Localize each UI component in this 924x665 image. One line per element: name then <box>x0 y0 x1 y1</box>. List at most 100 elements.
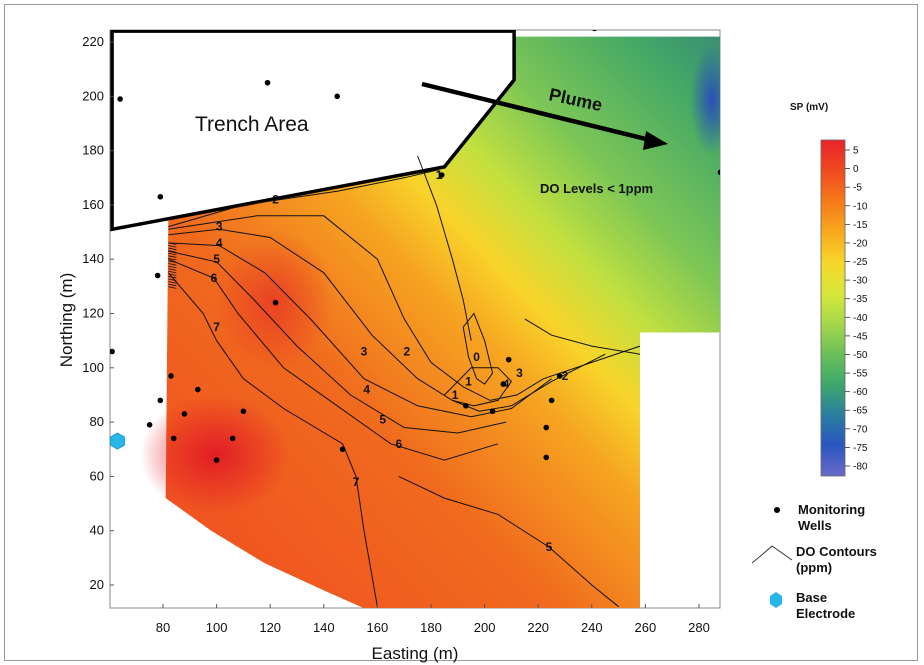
y-tick-label: 180 <box>82 143 104 158</box>
y-tick-label: 60 <box>90 468 104 483</box>
low-sp-blue-zone <box>690 45 720 155</box>
colorbar-tick-label: -70 <box>853 424 868 435</box>
monitoring-well <box>592 30 597 32</box>
monitoring-well <box>543 454 550 461</box>
colorbar-tick-label: -10 <box>853 201 868 212</box>
colorbar-title: SP (mV) <box>790 102 828 113</box>
contour-hatch <box>168 247 177 251</box>
x-tick-label: 260 <box>635 620 657 635</box>
contour-label: 7 <box>213 320 220 334</box>
colorbar-tick-label: 5 <box>853 146 859 157</box>
colorbar-tick-label: -35 <box>853 294 868 305</box>
do-contours <box>168 155 641 608</box>
y-tick-label: 140 <box>82 251 104 266</box>
y-tick-label: 120 <box>82 306 104 321</box>
monitoring-well <box>170 435 177 442</box>
monitoring-well <box>556 373 563 379</box>
x-tick-label: 160 <box>367 620 389 635</box>
monitoring-well <box>548 397 555 404</box>
contour-hatch <box>168 273 177 276</box>
sp-field-surface <box>165 36 720 608</box>
contour-label: 5 <box>546 540 553 554</box>
colorbar-tick-label: -45 <box>853 331 868 342</box>
contour-line <box>168 228 606 412</box>
contour-hatch <box>168 281 177 284</box>
monitoring-wells <box>110 30 720 463</box>
x-tick-label: 140 <box>313 620 335 635</box>
legend-wells-line1: Monitoring <box>798 502 865 517</box>
plume-arrow <box>421 81 668 150</box>
colorbar-tick-label: -25 <box>853 257 868 268</box>
colorbar-tick-label: -75 <box>853 443 868 454</box>
y-tick-label: 200 <box>82 88 104 103</box>
contour-label: 3 <box>516 366 523 380</box>
monitoring-well <box>146 422 153 428</box>
monitoring-well <box>154 272 161 279</box>
x-axis-label: Easting (m) <box>372 644 459 663</box>
y-tick-label: 40 <box>90 523 104 538</box>
monitoring-well <box>168 373 174 379</box>
monitoring-well <box>438 172 445 178</box>
trench-area-label: Trench Area <box>195 113 309 136</box>
colorbar-tick-label: -15 <box>853 220 868 231</box>
legend-contours-line1: DO Contours <box>796 544 877 559</box>
contour-line <box>168 169 440 228</box>
contour-line <box>462 312 494 385</box>
contour-line <box>168 272 378 607</box>
x-tick-label: 280 <box>688 620 710 635</box>
contour-hatch <box>168 276 177 279</box>
contour-label: 0 <box>473 350 480 364</box>
monitoring-well <box>213 457 220 463</box>
contour-line <box>417 155 472 341</box>
y-tick-label: 100 <box>82 360 104 375</box>
contour-label: 2 <box>272 192 279 206</box>
x-tick-label: 240 <box>581 620 603 635</box>
contour-hatch <box>168 270 177 274</box>
contour-line <box>168 215 641 401</box>
monitoring-well <box>195 386 201 393</box>
contour-label: 3 <box>361 345 368 359</box>
do-levels-label: DO Levels < 1ppm <box>540 181 653 196</box>
contour-hatch <box>168 263 177 266</box>
contour-line <box>524 318 641 355</box>
contour-label: 5 <box>379 412 386 426</box>
monitoring-well <box>334 93 341 100</box>
contour-hatch <box>168 278 177 282</box>
monitoring-well <box>463 403 469 409</box>
contour-label: 6 <box>395 437 402 451</box>
x-tick-label: 180 <box>420 620 442 635</box>
colorbar-tick-label: -5 <box>853 183 862 194</box>
contour-label: 2 <box>404 345 411 359</box>
legend-contour-symbol <box>751 545 793 564</box>
contour-hatch <box>168 268 177 271</box>
colorbar-tick-label: -40 <box>853 313 868 324</box>
y-tick-label: 160 <box>82 197 104 212</box>
monitoring-well <box>505 356 512 363</box>
monitoring-well <box>181 411 188 417</box>
contour-hatch <box>168 265 177 269</box>
monitoring-well <box>489 408 496 415</box>
colorbar-tick-label: 0 <box>853 164 859 175</box>
y-tick-label: 20 <box>90 577 104 592</box>
legend-electrode-symbol <box>770 592 782 608</box>
legend-contours-line2: (ppm) <box>796 560 832 575</box>
y-tick-label: 80 <box>90 414 104 429</box>
contour-hatch <box>168 257 177 261</box>
monitoring-well <box>543 424 550 431</box>
x-ticks: 80 100 120 140 160 180 200 220 240 260 280 <box>156 604 710 635</box>
x-tick-label: 200 <box>474 620 496 635</box>
colorbar-tick-label: -55 <box>853 369 868 380</box>
monitoring-well <box>717 169 720 176</box>
y-ticks: 20 40 60 80 100 120 140 160 180 200 220 <box>82 34 114 592</box>
legend-base-line1: Base <box>796 590 827 605</box>
contour-hatch <box>168 286 177 289</box>
contour-hatch <box>168 252 177 256</box>
legend: Monitoring Wells DO Contours (ppm) Base … <box>751 502 877 621</box>
colorbar-tick-label: -65 <box>853 406 868 417</box>
colorbar-tick-label: -80 <box>853 462 868 473</box>
monitoring-well <box>264 79 271 86</box>
colorbar-tick-label: -30 <box>853 276 868 287</box>
contour-label: 1 <box>465 374 472 388</box>
contour-label: 2 <box>562 369 569 383</box>
hotspot-high-sp <box>140 395 290 515</box>
